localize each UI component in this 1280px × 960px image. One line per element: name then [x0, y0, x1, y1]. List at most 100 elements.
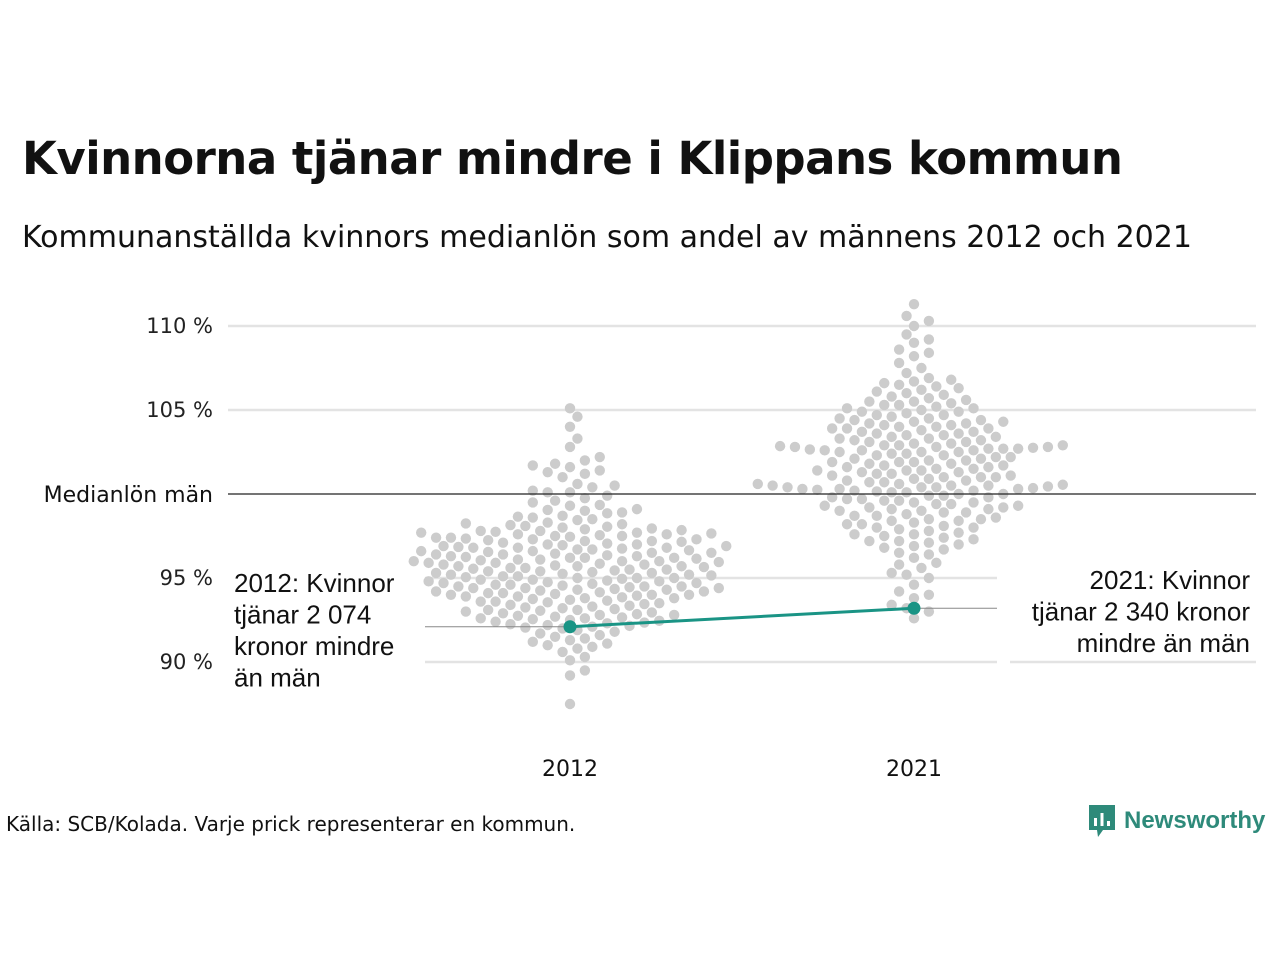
municipality-dot-2012 — [527, 485, 538, 496]
municipality-dot-2012 — [482, 535, 494, 546]
municipality-dot-2021 — [960, 436, 972, 448]
municipality-dot-2012 — [423, 557, 434, 569]
municipality-dot-2021 — [968, 534, 979, 545]
municipality-dot-2012 — [475, 555, 486, 566]
municipality-dot-2021 — [864, 535, 875, 547]
municipality-dot-2021 — [908, 396, 920, 407]
municipality-dot-2012 — [564, 698, 576, 710]
municipality-dot-2012 — [624, 600, 635, 611]
annotations: 2012: Kvinnor tjänar 2 074 kronor mindre än… — [234, 565, 1250, 693]
municipality-dot-2012 — [482, 546, 494, 558]
municipality-dot-2021 — [886, 411, 897, 422]
municipality-dot-2021 — [826, 456, 838, 468]
municipality-dot-2012 — [482, 587, 494, 599]
municipality-dot-2021 — [893, 495, 905, 506]
municipality-dot-2021 — [871, 428, 882, 439]
municipality-dot-2021 — [1012, 500, 1024, 511]
municipality-dot-2021 — [983, 461, 994, 473]
municipality-dot-2021 — [983, 443, 994, 454]
municipality-dot-2021 — [953, 466, 964, 478]
municipality-dot-2012 — [594, 451, 605, 463]
municipality-dot-2021 — [1057, 479, 1069, 490]
municipality-dot-2012 — [639, 581, 650, 592]
municipality-dot-2021 — [968, 445, 979, 456]
municipality-dot-2012 — [497, 571, 509, 582]
municipality-dot-2021 — [871, 522, 882, 533]
municipality-dot-2021 — [849, 414, 860, 426]
municipality-dot-2021 — [908, 552, 920, 564]
municipality-dot-2012 — [646, 589, 658, 600]
municipality-dot-2021 — [923, 413, 935, 424]
municipality-dot-2021 — [849, 453, 860, 464]
municipality-dot-2012 — [549, 588, 561, 600]
municipality-dot-2021 — [953, 515, 964, 527]
municipality-dot-2012 — [579, 468, 591, 480]
x-tick-label: 2012 — [542, 757, 598, 782]
municipality-dot-2012 — [438, 559, 449, 570]
municipality-dot-2012 — [602, 508, 613, 519]
municipality-dot-2012 — [460, 606, 472, 617]
municipality-dot-2021 — [864, 477, 875, 488]
municipality-dot-2021 — [879, 495, 890, 506]
municipality-dot-2012 — [572, 561, 583, 572]
municipality-dot-2021 — [953, 406, 964, 417]
municipality-dot-2012 — [520, 602, 531, 613]
municipality-dot-2021 — [879, 440, 890, 451]
municipality-dot-2021 — [968, 463, 979, 474]
municipality-dot-2021 — [908, 351, 920, 362]
municipality-dot-2012 — [587, 641, 598, 653]
municipality-dot-2012 — [549, 611, 561, 622]
reference-line-label: Medianlön män — [44, 483, 213, 508]
municipality-dot-2012 — [542, 597, 553, 608]
municipality-dot-2012 — [579, 592, 591, 604]
municipality-dot-2021 — [864, 458, 875, 469]
municipality-dot-2021 — [946, 480, 957, 491]
municipality-dot-2012 — [691, 553, 702, 564]
municipality-dot-2021 — [879, 542, 890, 553]
chart-subtitle: Kommunanställda kvinnors medianlön som a… — [22, 220, 1192, 255]
annotation-line: tjänar 2 074 — [234, 600, 371, 630]
municipality-dot-2012 — [460, 518, 472, 529]
municipality-dot-2012 — [445, 532, 457, 543]
municipality-dot-2012 — [609, 565, 620, 576]
municipality-dot-2021 — [841, 519, 853, 530]
municipality-dot-2021 — [938, 450, 949, 461]
municipality-dot-2021 — [953, 446, 964, 458]
municipality-dot-2021 — [968, 522, 979, 533]
y-tick-label: 110 % — [146, 314, 213, 338]
municipality-dot-2021 — [908, 473, 920, 485]
municipality-dot-2012 — [527, 534, 538, 545]
municipality-dot-2012 — [542, 504, 553, 516]
municipality-dot-2012 — [460, 571, 472, 583]
municipality-dot-2021 — [975, 414, 987, 426]
municipality-dot-2012 — [587, 566, 598, 578]
municipality-dot-2012 — [587, 544, 598, 555]
municipality-dot-2012 — [468, 582, 479, 594]
municipality-dot-2021 — [990, 512, 1002, 523]
municipality-dot-2012 — [542, 640, 553, 651]
municipality-dot-2021 — [960, 455, 972, 466]
municipality-dot-2012 — [616, 592, 628, 603]
municipality-dot-2021 — [834, 413, 845, 424]
municipality-dot-2021 — [908, 592, 920, 604]
municipality-dot-2012 — [587, 482, 598, 493]
municipality-dot-2012 — [639, 559, 650, 570]
municipality-dot-2012 — [721, 540, 732, 552]
municipality-dot-2021 — [916, 482, 927, 493]
municipality-dot-2012 — [572, 411, 583, 422]
municipality-dot-2021 — [893, 379, 905, 390]
municipality-dot-2021 — [923, 473, 935, 485]
municipality-dot-2021 — [893, 440, 905, 451]
municipality-dot-2012 — [557, 603, 568, 614]
municipality-dot-2021 — [774, 440, 786, 452]
municipality-dot-2012 — [572, 584, 583, 595]
municipality-dot-2012 — [416, 527, 427, 538]
municipality-dot-2012 — [579, 633, 591, 644]
municipality-dot-2012 — [512, 610, 524, 621]
municipality-dot-2012 — [646, 607, 658, 618]
municipality-dot-2012 — [616, 543, 628, 554]
municipality-dot-2012 — [423, 576, 434, 587]
brand-name: Newsworthy — [1124, 807, 1266, 834]
municipality-dot-2021 — [886, 515, 897, 527]
municipality-dot-2021 — [1027, 442, 1039, 453]
